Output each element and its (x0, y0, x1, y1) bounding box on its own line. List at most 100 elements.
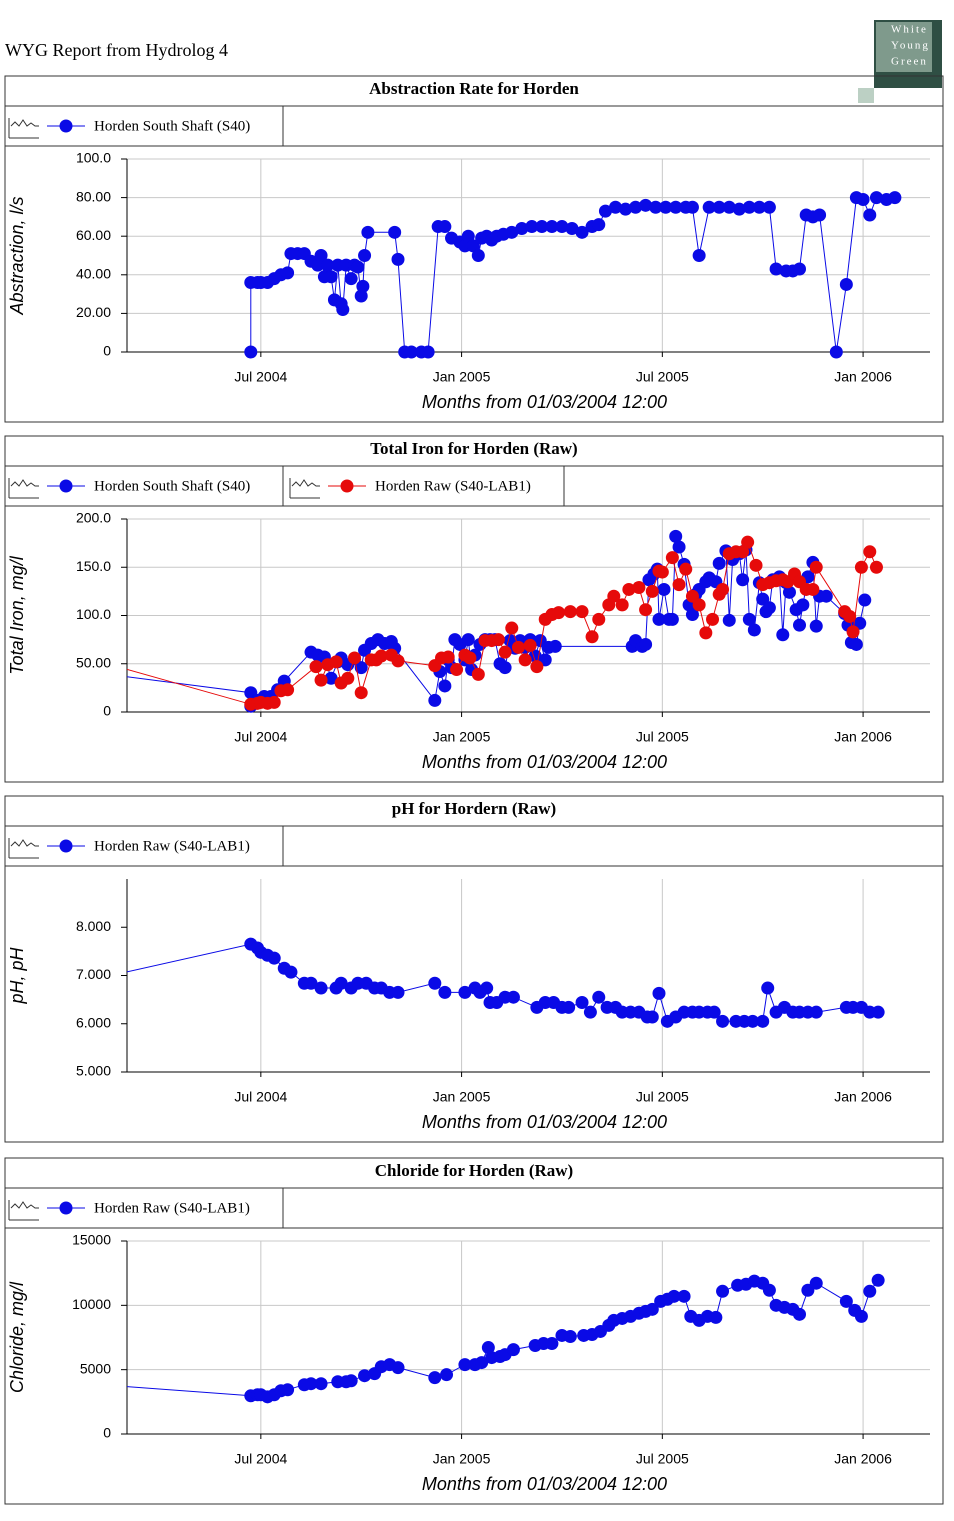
panel-frame (4, 75, 944, 423)
y-tick-label: 0 (103, 343, 111, 359)
y-tick-label: 5000 (80, 1360, 111, 1376)
data-point (657, 582, 671, 596)
y-tick-label: 200.0 (76, 510, 111, 526)
x-tick-label: Jan 2005 (433, 1451, 491, 1467)
data-point (736, 573, 750, 587)
chart-title: pH for Hordern (Raw) (392, 799, 556, 818)
x-axis-label: Months from 01/03/2004 12:00 (422, 392, 667, 412)
data-point (756, 1014, 770, 1028)
y-tick-label: 5.000 (76, 1063, 111, 1079)
data-point (742, 612, 756, 626)
legend-icon (8, 1200, 39, 1221)
data-point (746, 1014, 760, 1028)
data-point (871, 1005, 885, 1019)
data-point (575, 225, 589, 239)
data-point (667, 1289, 681, 1303)
chart-title: Abstraction Rate for Horden (369, 79, 579, 98)
data-point (391, 1361, 405, 1375)
logo-text: Green (891, 56, 928, 68)
data-point (404, 345, 418, 359)
data-point (813, 208, 827, 222)
data-point (592, 218, 606, 232)
data-point (563, 605, 577, 619)
x-tick-label: Jan 2006 (834, 1451, 892, 1467)
data-point (669, 200, 683, 214)
data-point (354, 661, 368, 675)
data-point (314, 249, 328, 262)
data-point (619, 202, 633, 216)
data-point (858, 593, 872, 607)
data-point (665, 612, 679, 626)
data-point (677, 1289, 691, 1303)
data-point (888, 191, 902, 205)
data-point (796, 598, 810, 612)
y-tick-label: 10000 (72, 1296, 111, 1312)
data-point (645, 584, 659, 598)
data-point (535, 220, 549, 234)
data-point (348, 651, 362, 665)
data-point (742, 200, 756, 214)
data-point (761, 981, 775, 995)
x-tick-label: Jul 2005 (636, 729, 689, 745)
x-axis-label: Months from 01/03/2004 12:00 (422, 1474, 667, 1494)
data-point (749, 558, 763, 572)
logo-text: Young (891, 40, 930, 52)
data-point (491, 633, 505, 647)
data-point (809, 1005, 823, 1019)
data-point (471, 667, 485, 681)
data-point (267, 695, 281, 709)
data-point (672, 578, 686, 592)
chart-title: Total Iron for Horden (Raw) (370, 439, 577, 458)
data-point (463, 651, 477, 665)
data-point (672, 540, 686, 554)
data-point (450, 663, 464, 677)
data-point (267, 951, 281, 965)
data-point (846, 625, 860, 639)
data-point (706, 612, 720, 626)
y-tick-label: 20.00 (76, 304, 111, 320)
data-point (583, 1005, 597, 1019)
data-point (722, 613, 736, 627)
data-point (309, 660, 323, 674)
y-tick-label: 8.000 (76, 918, 111, 934)
data-point (391, 654, 405, 668)
data-point (475, 1356, 489, 1370)
data-point (839, 277, 853, 291)
legend-icon (8, 838, 39, 859)
data-point (839, 1294, 853, 1308)
data-point (523, 638, 537, 652)
data-point (525, 220, 539, 234)
data-point (608, 200, 622, 214)
data-point (722, 200, 736, 214)
legend-marker (59, 479, 73, 493)
x-tick-label: Jan 2006 (834, 369, 892, 385)
data-point (598, 204, 612, 218)
legend-icon (289, 478, 320, 499)
x-tick-label: Jan 2006 (834, 1089, 892, 1105)
x-tick-label: Jul 2005 (636, 1451, 689, 1467)
data-point (707, 1005, 721, 1019)
data-point (747, 623, 761, 637)
x-tick-label: Jan 2005 (433, 1089, 491, 1105)
data-point (716, 582, 730, 596)
data-point (505, 225, 519, 239)
data-point (592, 990, 606, 1004)
data-point (639, 637, 653, 651)
data-point (639, 198, 653, 212)
data-point (284, 965, 298, 979)
data-point (741, 535, 755, 549)
data-point (645, 1302, 659, 1316)
data-point (354, 289, 368, 303)
data-point (329, 655, 343, 669)
legend-marker (59, 119, 73, 133)
data-point (391, 985, 405, 999)
x-tick-label: Jul 2004 (234, 1451, 287, 1467)
data-point (461, 633, 475, 647)
y-tick-label: 0 (103, 703, 111, 719)
data-point (622, 582, 636, 596)
x-tick-label: Jan 2005 (433, 729, 491, 745)
data-point (615, 598, 629, 612)
data-point (314, 673, 328, 687)
x-axis-label: Months from 01/03/2004 12:00 (422, 752, 667, 772)
